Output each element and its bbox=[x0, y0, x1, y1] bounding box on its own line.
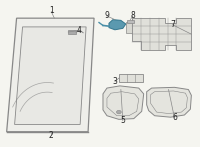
Circle shape bbox=[116, 110, 121, 114]
Text: 4: 4 bbox=[77, 26, 82, 35]
Text: 2: 2 bbox=[49, 131, 54, 140]
Text: 8: 8 bbox=[130, 11, 135, 20]
Text: 9: 9 bbox=[105, 11, 109, 20]
Bar bbox=[119, 74, 143, 82]
Bar bbox=[126, 22, 132, 33]
Polygon shape bbox=[109, 20, 126, 30]
Text: 6: 6 bbox=[172, 113, 177, 122]
Polygon shape bbox=[147, 87, 191, 117]
Bar bbox=[68, 30, 76, 34]
Polygon shape bbox=[132, 18, 191, 50]
Text: 5: 5 bbox=[120, 116, 125, 125]
Text: 1: 1 bbox=[49, 6, 54, 15]
Polygon shape bbox=[15, 27, 86, 125]
Text: 3: 3 bbox=[112, 77, 117, 86]
Polygon shape bbox=[7, 18, 94, 132]
Bar bbox=[127, 20, 134, 23]
Polygon shape bbox=[103, 86, 144, 119]
Text: 7: 7 bbox=[170, 20, 175, 29]
